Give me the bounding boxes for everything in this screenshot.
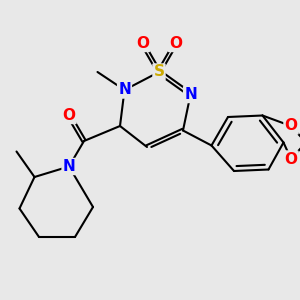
Text: N: N (118, 82, 131, 98)
Text: S: S (154, 64, 164, 80)
Text: O: O (284, 118, 298, 134)
Text: O: O (169, 36, 182, 51)
Text: N: N (63, 159, 75, 174)
Text: O: O (284, 152, 298, 166)
Text: O: O (136, 36, 149, 51)
Text: O: O (62, 108, 76, 123)
Text: N: N (184, 87, 197, 102)
